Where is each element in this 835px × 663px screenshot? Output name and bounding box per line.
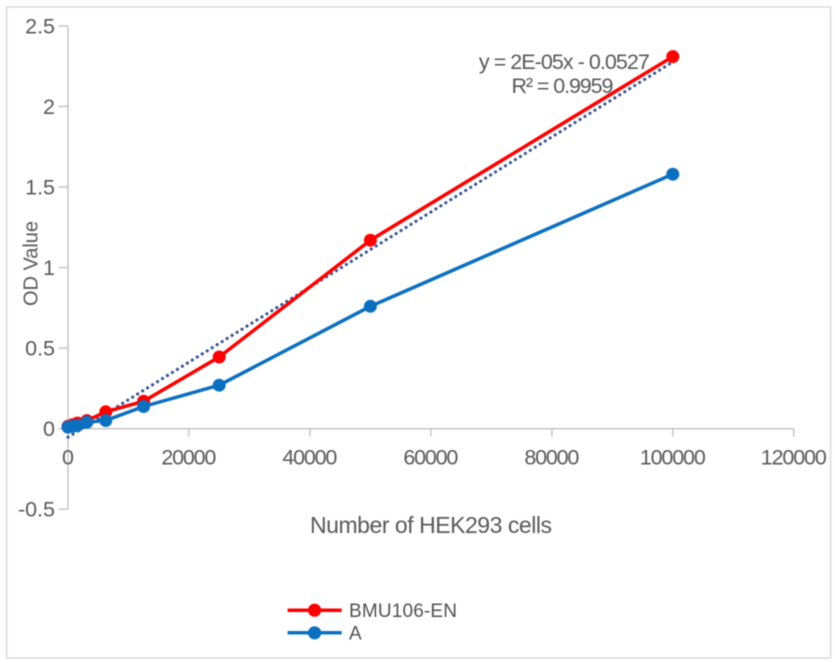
svg-text:60000: 60000 [403, 445, 458, 469]
svg-text:2.5: 2.5 [25, 15, 55, 39]
svg-text:0: 0 [62, 445, 74, 469]
svg-text:y = 2E-05x - 0.0527: y = 2E-05x - 0.0527 [479, 50, 650, 74]
svg-text:80000: 80000 [524, 445, 579, 469]
svg-text:A: A [349, 624, 362, 645]
svg-text:1: 1 [43, 256, 55, 280]
svg-text:40000: 40000 [282, 445, 337, 469]
svg-text:0.5: 0.5 [25, 337, 55, 361]
svg-text:Number of HEK293 cells: Number of HEK293 cells [310, 512, 552, 538]
svg-text:BMU106-EN: BMU106-EN [349, 601, 457, 622]
svg-text:OD Value: OD Value [21, 221, 43, 306]
svg-text:R² = 0.9959: R² = 0.9959 [512, 74, 614, 98]
svg-text:1.5: 1.5 [25, 176, 55, 200]
svg-text:-0.5: -0.5 [18, 498, 55, 522]
svg-text:0: 0 [43, 417, 55, 441]
svg-text:2: 2 [43, 95, 55, 119]
svg-text:20000: 20000 [161, 445, 216, 469]
svg-text:120000: 120000 [761, 445, 827, 469]
svg-text:100000: 100000 [640, 445, 706, 469]
